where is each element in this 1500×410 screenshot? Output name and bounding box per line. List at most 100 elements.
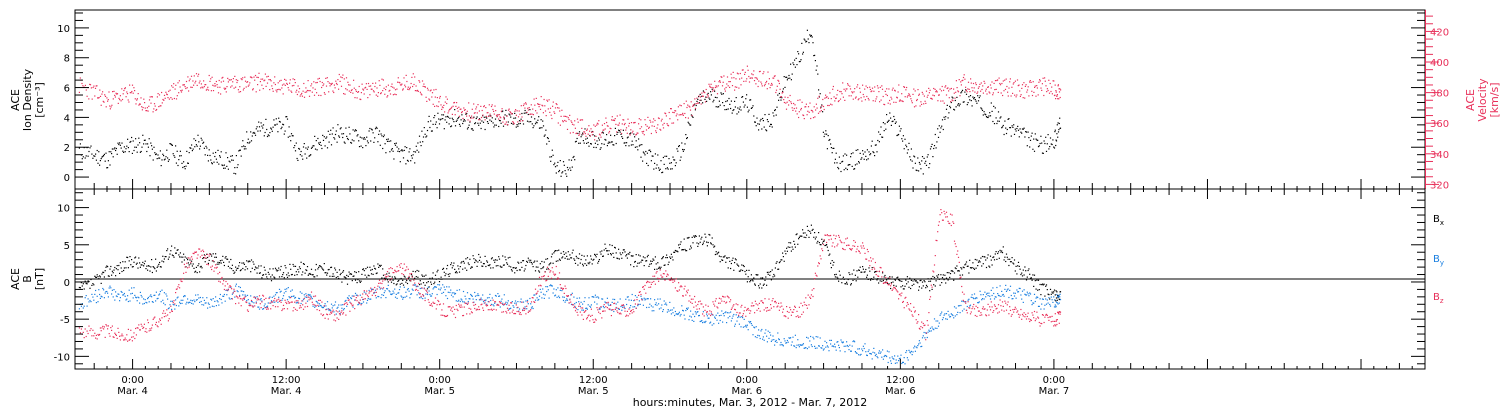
density-point: [1014, 128, 1016, 130]
bx-point: [879, 280, 881, 282]
density-point: [1007, 118, 1009, 120]
bx-point: [903, 288, 905, 290]
by-point: [239, 294, 241, 296]
density-point: [701, 95, 703, 97]
velocity-point: [346, 89, 348, 91]
density-point: [507, 121, 509, 123]
velocity-point: [580, 119, 582, 121]
by-point: [580, 301, 582, 303]
bx-point: [854, 278, 856, 280]
by-point: [474, 291, 476, 294]
velocity-point: [500, 117, 502, 119]
by-point: [814, 345, 816, 347]
velocity-point: [907, 95, 909, 97]
density-point: [598, 137, 600, 139]
density-point: [775, 114, 777, 116]
density-point: [1030, 135, 1032, 137]
velocity-point: [420, 93, 422, 95]
by-point: [484, 300, 486, 302]
bx-point: [137, 267, 139, 269]
velocity-point: [882, 95, 884, 98]
velocity-point: [790, 101, 792, 103]
density-tick-label: 2: [64, 143, 70, 154]
by-point: [143, 298, 145, 300]
density-point: [274, 124, 276, 126]
by-point: [411, 288, 413, 290]
bx-point: [608, 250, 610, 252]
velocity-point: [858, 98, 860, 100]
velocity-point: [1029, 80, 1031, 82]
density-point: [922, 173, 924, 175]
bx-point: [1028, 268, 1030, 270]
bx-point: [326, 274, 328, 276]
bx-point: [262, 274, 265, 276]
by-point: [506, 302, 509, 304]
by-point: [149, 295, 151, 297]
density-point: [728, 97, 730, 100]
density-point: [517, 125, 519, 127]
bx-point: [905, 279, 907, 281]
density-point: [1019, 128, 1021, 130]
velocity-point: [486, 112, 488, 114]
bx-point: [97, 276, 99, 278]
velocity-point: [263, 80, 265, 82]
bx-point: [507, 257, 509, 259]
bx-point: [746, 269, 748, 271]
velocity-point: [591, 131, 593, 133]
density-point: [187, 162, 189, 164]
bx-point: [917, 282, 919, 284]
density-point: [734, 100, 736, 102]
by-point: [319, 304, 321, 307]
bx-point: [730, 262, 732, 265]
density-point: [421, 130, 423, 132]
density-point: [588, 145, 590, 147]
density-point: [146, 150, 148, 153]
by-point: [726, 312, 728, 314]
by-point: [594, 294, 596, 296]
by-point: [692, 313, 694, 315]
density-point: [997, 120, 999, 122]
bx-point: [402, 284, 405, 286]
density-point: [252, 132, 254, 134]
velocity-point: [700, 103, 702, 105]
by-point: [608, 304, 610, 306]
bx-point: [580, 258, 582, 261]
density-point: [123, 151, 125, 153]
bx-point: [780, 259, 782, 261]
velocity-point: [414, 90, 416, 92]
density-point: [395, 142, 397, 144]
density-point: [1027, 131, 1029, 133]
density-point: [165, 156, 167, 158]
velocity-point: [143, 98, 145, 100]
velocity-point: [956, 87, 958, 89]
by-point: [579, 305, 581, 307]
density-point: [538, 127, 541, 129]
bx-point: [144, 260, 146, 262]
density-point: [457, 117, 459, 120]
by-point: [677, 313, 679, 316]
velocity-point: [767, 71, 769, 73]
density-point: [163, 155, 165, 157]
by-point: [448, 286, 450, 288]
by-point: [328, 309, 330, 312]
by-point: [400, 295, 402, 297]
density-point: [663, 163, 665, 165]
density-point: [514, 112, 516, 114]
density-point: [549, 156, 551, 158]
density-point: [704, 98, 706, 100]
velocity-point: [515, 114, 517, 116]
velocity-point: [118, 97, 120, 99]
by-point: [414, 284, 417, 286]
bx-point: [733, 269, 735, 271]
bx-point: [505, 259, 507, 261]
by-point: [405, 291, 407, 293]
density-point: [582, 132, 584, 134]
bx-point: [417, 276, 419, 278]
by-point: [91, 293, 93, 295]
bx-point: [670, 253, 672, 255]
density-point: [855, 149, 857, 151]
velocity-point: [266, 82, 269, 84]
density-point: [322, 139, 325, 141]
density-point: [793, 64, 795, 66]
bx-point: [329, 275, 331, 277]
